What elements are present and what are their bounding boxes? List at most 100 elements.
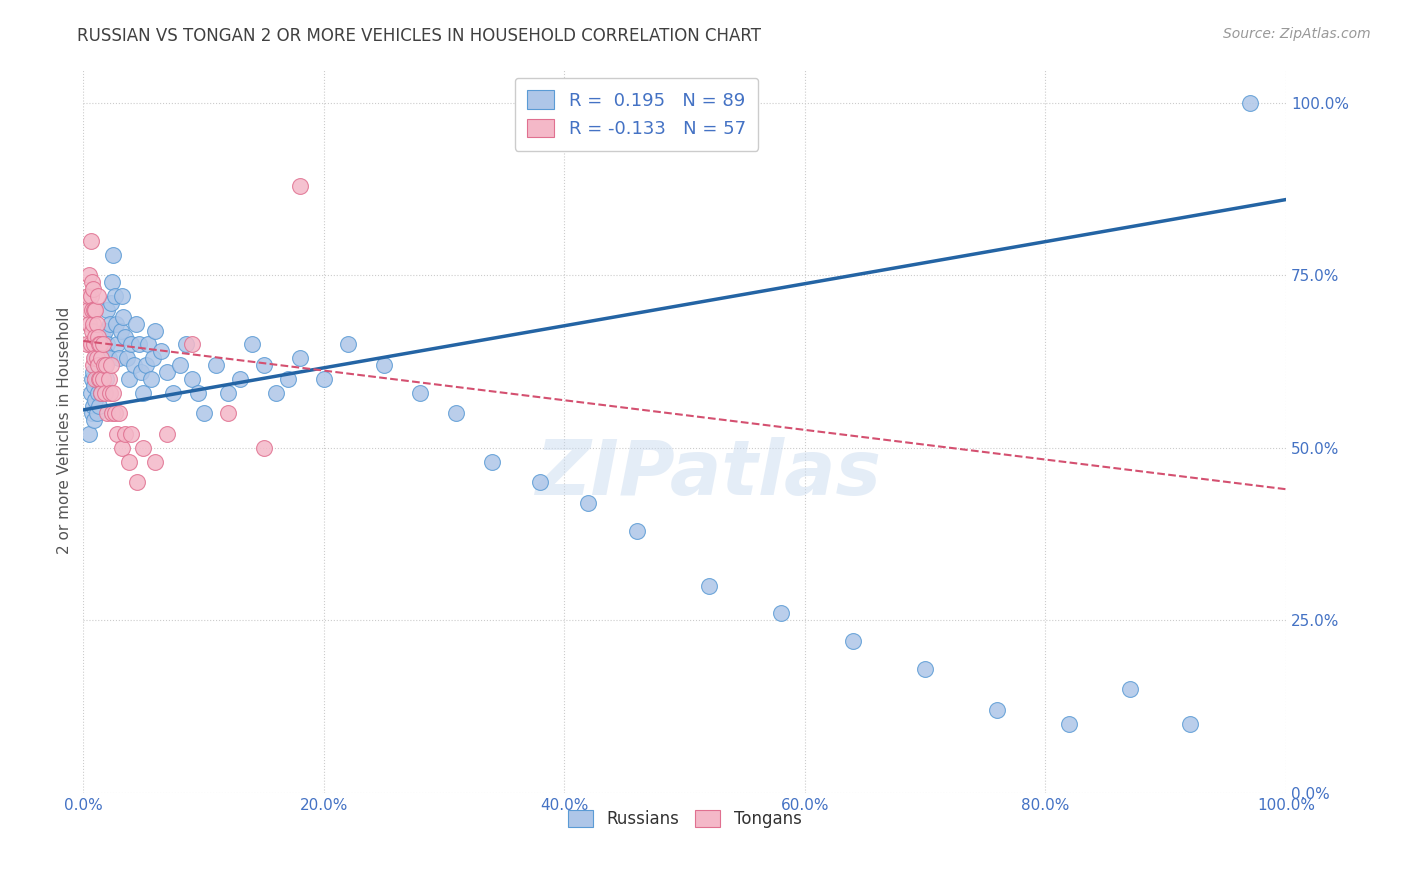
Point (79, 427, 101, 442)
Point (103, 289, 125, 303)
Point (79, 385, 101, 400)
Y-axis label: 2 or more Vehicles in Household: 2 or more Vehicles in Household (58, 307, 72, 554)
Point (90, 385, 112, 400)
Point (110, 324, 132, 338)
Point (87, 400, 110, 414)
Point (96, 337, 118, 351)
Point (87, 289, 110, 303)
Point (93, 344, 115, 359)
Point (96, 406, 118, 420)
Point (98, 385, 121, 400)
Point (114, 427, 136, 442)
Point (91, 330, 114, 344)
Point (914, 661, 936, 675)
Point (83, 337, 105, 351)
Point (104, 317, 127, 331)
Point (1059, 716, 1081, 731)
Point (204, 358, 226, 372)
Point (253, 358, 276, 372)
Point (120, 427, 142, 442)
Point (87, 337, 110, 351)
Point (115, 351, 138, 366)
Point (288, 178, 311, 193)
Point (91, 372, 114, 386)
Point (373, 358, 395, 372)
Legend: Russians, Tongans: Russians, Tongans (561, 804, 808, 835)
Text: Source: ZipAtlas.com: Source: ZipAtlas.com (1223, 27, 1371, 41)
Point (277, 372, 299, 386)
Point (98, 317, 121, 331)
Point (120, 337, 142, 351)
Point (86, 372, 108, 386)
Point (91, 337, 114, 351)
Point (91, 365, 114, 379)
Point (180, 337, 202, 351)
Point (193, 406, 215, 420)
Point (87, 385, 110, 400)
Point (93, 358, 115, 372)
Point (114, 330, 136, 344)
Point (111, 289, 134, 303)
Point (87, 358, 110, 372)
Point (101, 406, 124, 420)
Point (79, 268, 101, 283)
Point (105, 337, 128, 351)
Point (145, 455, 167, 469)
Point (86, 317, 108, 331)
Point (83, 351, 105, 366)
Point (83, 378, 105, 392)
Point (87, 372, 110, 386)
Point (132, 441, 155, 455)
Point (136, 337, 159, 351)
Point (87, 358, 110, 372)
Point (83, 413, 105, 427)
Point (86, 406, 108, 420)
Point (129, 365, 152, 379)
Point (82, 282, 104, 296)
Point (103, 385, 125, 400)
Point (217, 406, 239, 420)
Point (409, 385, 432, 400)
Point (89, 372, 111, 386)
Point (626, 524, 648, 538)
Point (156, 427, 179, 442)
Point (111, 441, 134, 455)
Point (83, 302, 105, 317)
Point (108, 351, 131, 366)
Point (84, 392, 107, 407)
Point (84, 330, 107, 344)
Point (79, 289, 101, 303)
Point (187, 385, 209, 400)
Point (105, 427, 128, 442)
Point (103, 406, 125, 420)
Point (162, 385, 184, 400)
Point (127, 475, 149, 490)
Point (444, 406, 467, 420)
Point (87, 344, 110, 359)
Point (97, 351, 120, 366)
Point (312, 372, 335, 386)
Point (76, 337, 98, 351)
Point (84, 372, 107, 386)
Point (228, 372, 250, 386)
Point (150, 344, 173, 359)
Point (94, 358, 117, 372)
Point (80, 372, 103, 386)
Point (1239, 95, 1261, 110)
Point (84, 351, 107, 366)
Point (97, 372, 120, 386)
Point (1118, 682, 1140, 697)
Point (697, 579, 720, 593)
Point (89, 337, 111, 351)
Point (77, 289, 100, 303)
Point (103, 248, 125, 262)
Point (80, 275, 103, 289)
Point (80, 324, 103, 338)
Point (82, 317, 104, 331)
Point (128, 337, 150, 351)
Point (180, 372, 202, 386)
Point (94, 372, 117, 386)
Text: RUSSIAN VS TONGAN 2 OR MORE VEHICLES IN HOUSEHOLD CORRELATION CHART: RUSSIAN VS TONGAN 2 OR MORE VEHICLES IN … (77, 27, 761, 45)
Point (481, 455, 503, 469)
Point (135, 358, 157, 372)
